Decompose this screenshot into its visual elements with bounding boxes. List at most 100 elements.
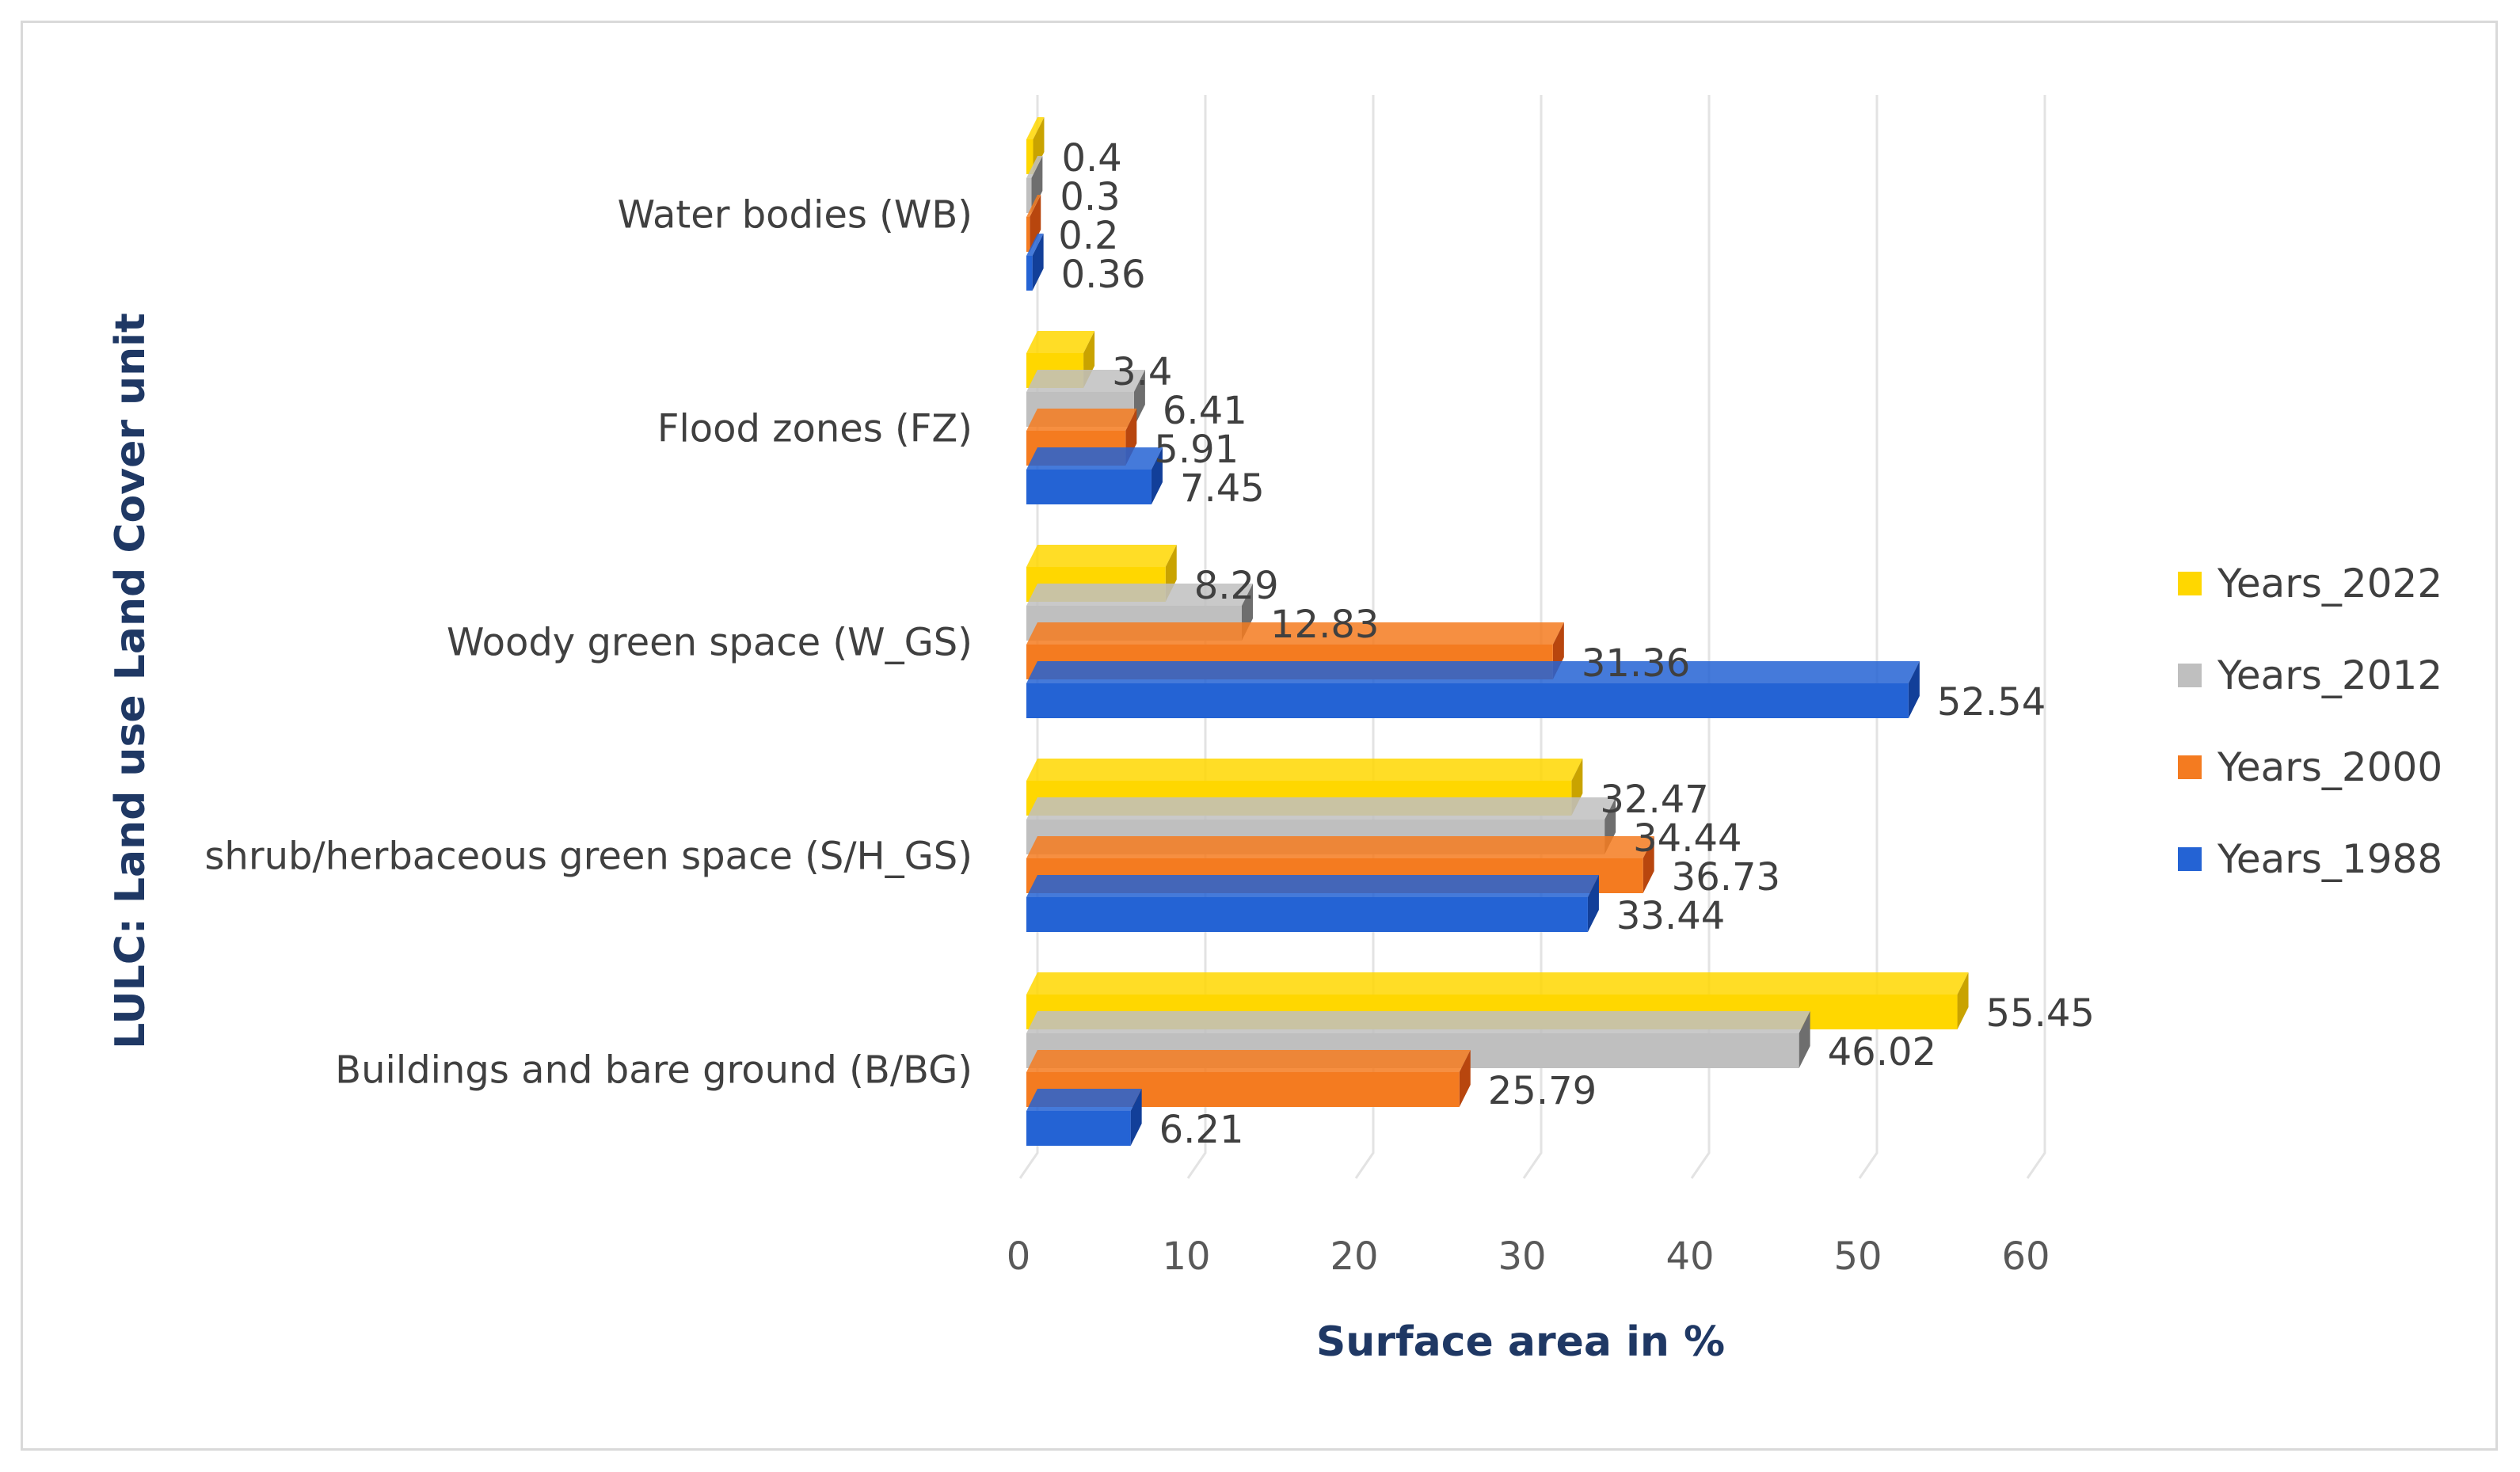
bar-top-face [1026,584,1253,606]
bar-side-face [1799,1011,1810,1068]
bar-side-face [1032,234,1044,291]
gridline [2026,95,2046,1179]
bar-top-face [1026,1011,1810,1033]
data-label: 0.4 [1061,136,1121,181]
x-tick-label: 60 [2001,1234,2050,1279]
data-label: 0.2 [1058,214,1118,258]
legend-label: Years_2022 [2217,561,2442,607]
data-label: 31.36 [1582,641,1690,686]
x-tick-label: 50 [1833,1234,1882,1279]
bar-top-face [1026,797,1616,820]
bar [1026,156,1043,213]
gridline [1858,95,1879,1179]
x-tick-label: 30 [1498,1234,1546,1279]
legend-label: Years_2012 [2217,652,2442,698]
bar-top-face [1026,447,1163,470]
bar-side-face [1957,972,1969,1029]
data-label: 12.83 [1270,603,1379,647]
bar-side-face [1643,836,1654,893]
bar-top-face [1026,156,1043,178]
y-axis-title: LULC: Land use Land Cover unit [107,313,154,1049]
data-label: 25.79 [1488,1069,1597,1113]
category-label: Buildings and bare ground (B/BG) [335,1048,973,1093]
data-label: 8.29 [1194,564,1279,608]
x-tick-label: 10 [1162,1234,1210,1279]
gridline [1354,95,1375,1179]
bar [1026,875,1599,932]
bar-side-face [1133,370,1145,427]
bar-front-face [1026,178,1032,213]
bar-top-face [1026,545,1177,567]
x-tick-labels: 0 10 20 30 40 50 60 [1007,1234,2050,1279]
legend-swatch [2178,847,2202,871]
bar-side-face [1030,195,1041,252]
bar [1026,234,1044,291]
bar-top-face [1026,622,1564,645]
data-label: 55.45 [1986,991,2095,1036]
data-label: 6.41 [1163,389,1247,433]
bar-top-face [1026,409,1137,431]
bar-top-face [1026,1089,1142,1111]
bar-top-face [1026,117,1045,139]
gridline [1690,95,1711,1179]
bar-top-face [1026,234,1044,256]
data-label: 0.36 [1061,253,1146,297]
legend-swatch [2178,572,2202,595]
data-label: 46.02 [1828,1030,1936,1075]
bar [1026,661,1920,718]
gridline [1186,95,1207,1179]
bar-side-face [1459,1050,1471,1107]
bar-top-face [1026,875,1599,897]
bar [1026,195,1041,252]
data-label: 7.45 [1180,466,1265,511]
category-labels: Water bodies (WB) Flood zones (FZ) Woody g… [204,193,973,1093]
x-tick-label: 20 [1330,1234,1378,1279]
data-label: 3.4 [1112,350,1172,394]
bar-front-face [1026,470,1152,504]
data-label: 52.54 [1937,680,2046,725]
bar-front-face [1026,256,1033,291]
data-label: 0.3 [1060,175,1120,219]
category-label: Woody green space (W_GS) [447,621,973,665]
bar [1026,1089,1142,1146]
category-label: Water bodies (WB) [618,193,973,238]
bar-side-face [1908,661,1920,718]
legend-label: Years_2000 [2217,744,2442,790]
bar [1026,447,1163,504]
data-label: 33.44 [1616,894,1725,938]
bar-top-face [1026,836,1654,858]
bar-front-face [1026,683,1909,718]
data-label: 32.47 [1600,778,1708,822]
bar-top-face [1026,370,1145,392]
bar-front-face [1026,139,1034,174]
x-tick-label: 40 [1665,1234,1714,1279]
bar-front-face [1026,217,1030,252]
category-label: Flood zones (FZ) [657,407,973,451]
bar-front-face [1026,897,1588,932]
legend-swatch [2178,664,2202,687]
category-label: shrub/herbaceous green space (S/H_GS) [204,835,973,879]
bars [1026,117,1969,1146]
bar-top-face [1026,759,1583,781]
bar-side-face [1151,447,1163,504]
legend-swatch [2178,755,2202,779]
data-label: 34.44 [1633,816,1742,861]
data-label: 36.73 [1672,855,1780,900]
data-label: 6.21 [1159,1108,1244,1152]
bar-top-face [1026,195,1041,217]
x-tick-label: 0 [1007,1234,1031,1279]
bar-side-face [1031,156,1043,213]
legend-label: Years_1988 [2217,836,2442,882]
legend: Years_2022 Years_2012 Years_2000 Years_1988 [2178,561,2442,882]
bar-side-face [1587,875,1599,932]
chart-frame [21,21,2498,1451]
gridline [1522,95,1543,1179]
bar-top-face [1026,661,1920,683]
bar-side-face [1130,1089,1142,1146]
bar-top-face [1026,331,1095,353]
bar-top-face [1026,1050,1471,1072]
bar-front-face [1026,1111,1131,1146]
data-label: 5.91 [1154,428,1239,472]
